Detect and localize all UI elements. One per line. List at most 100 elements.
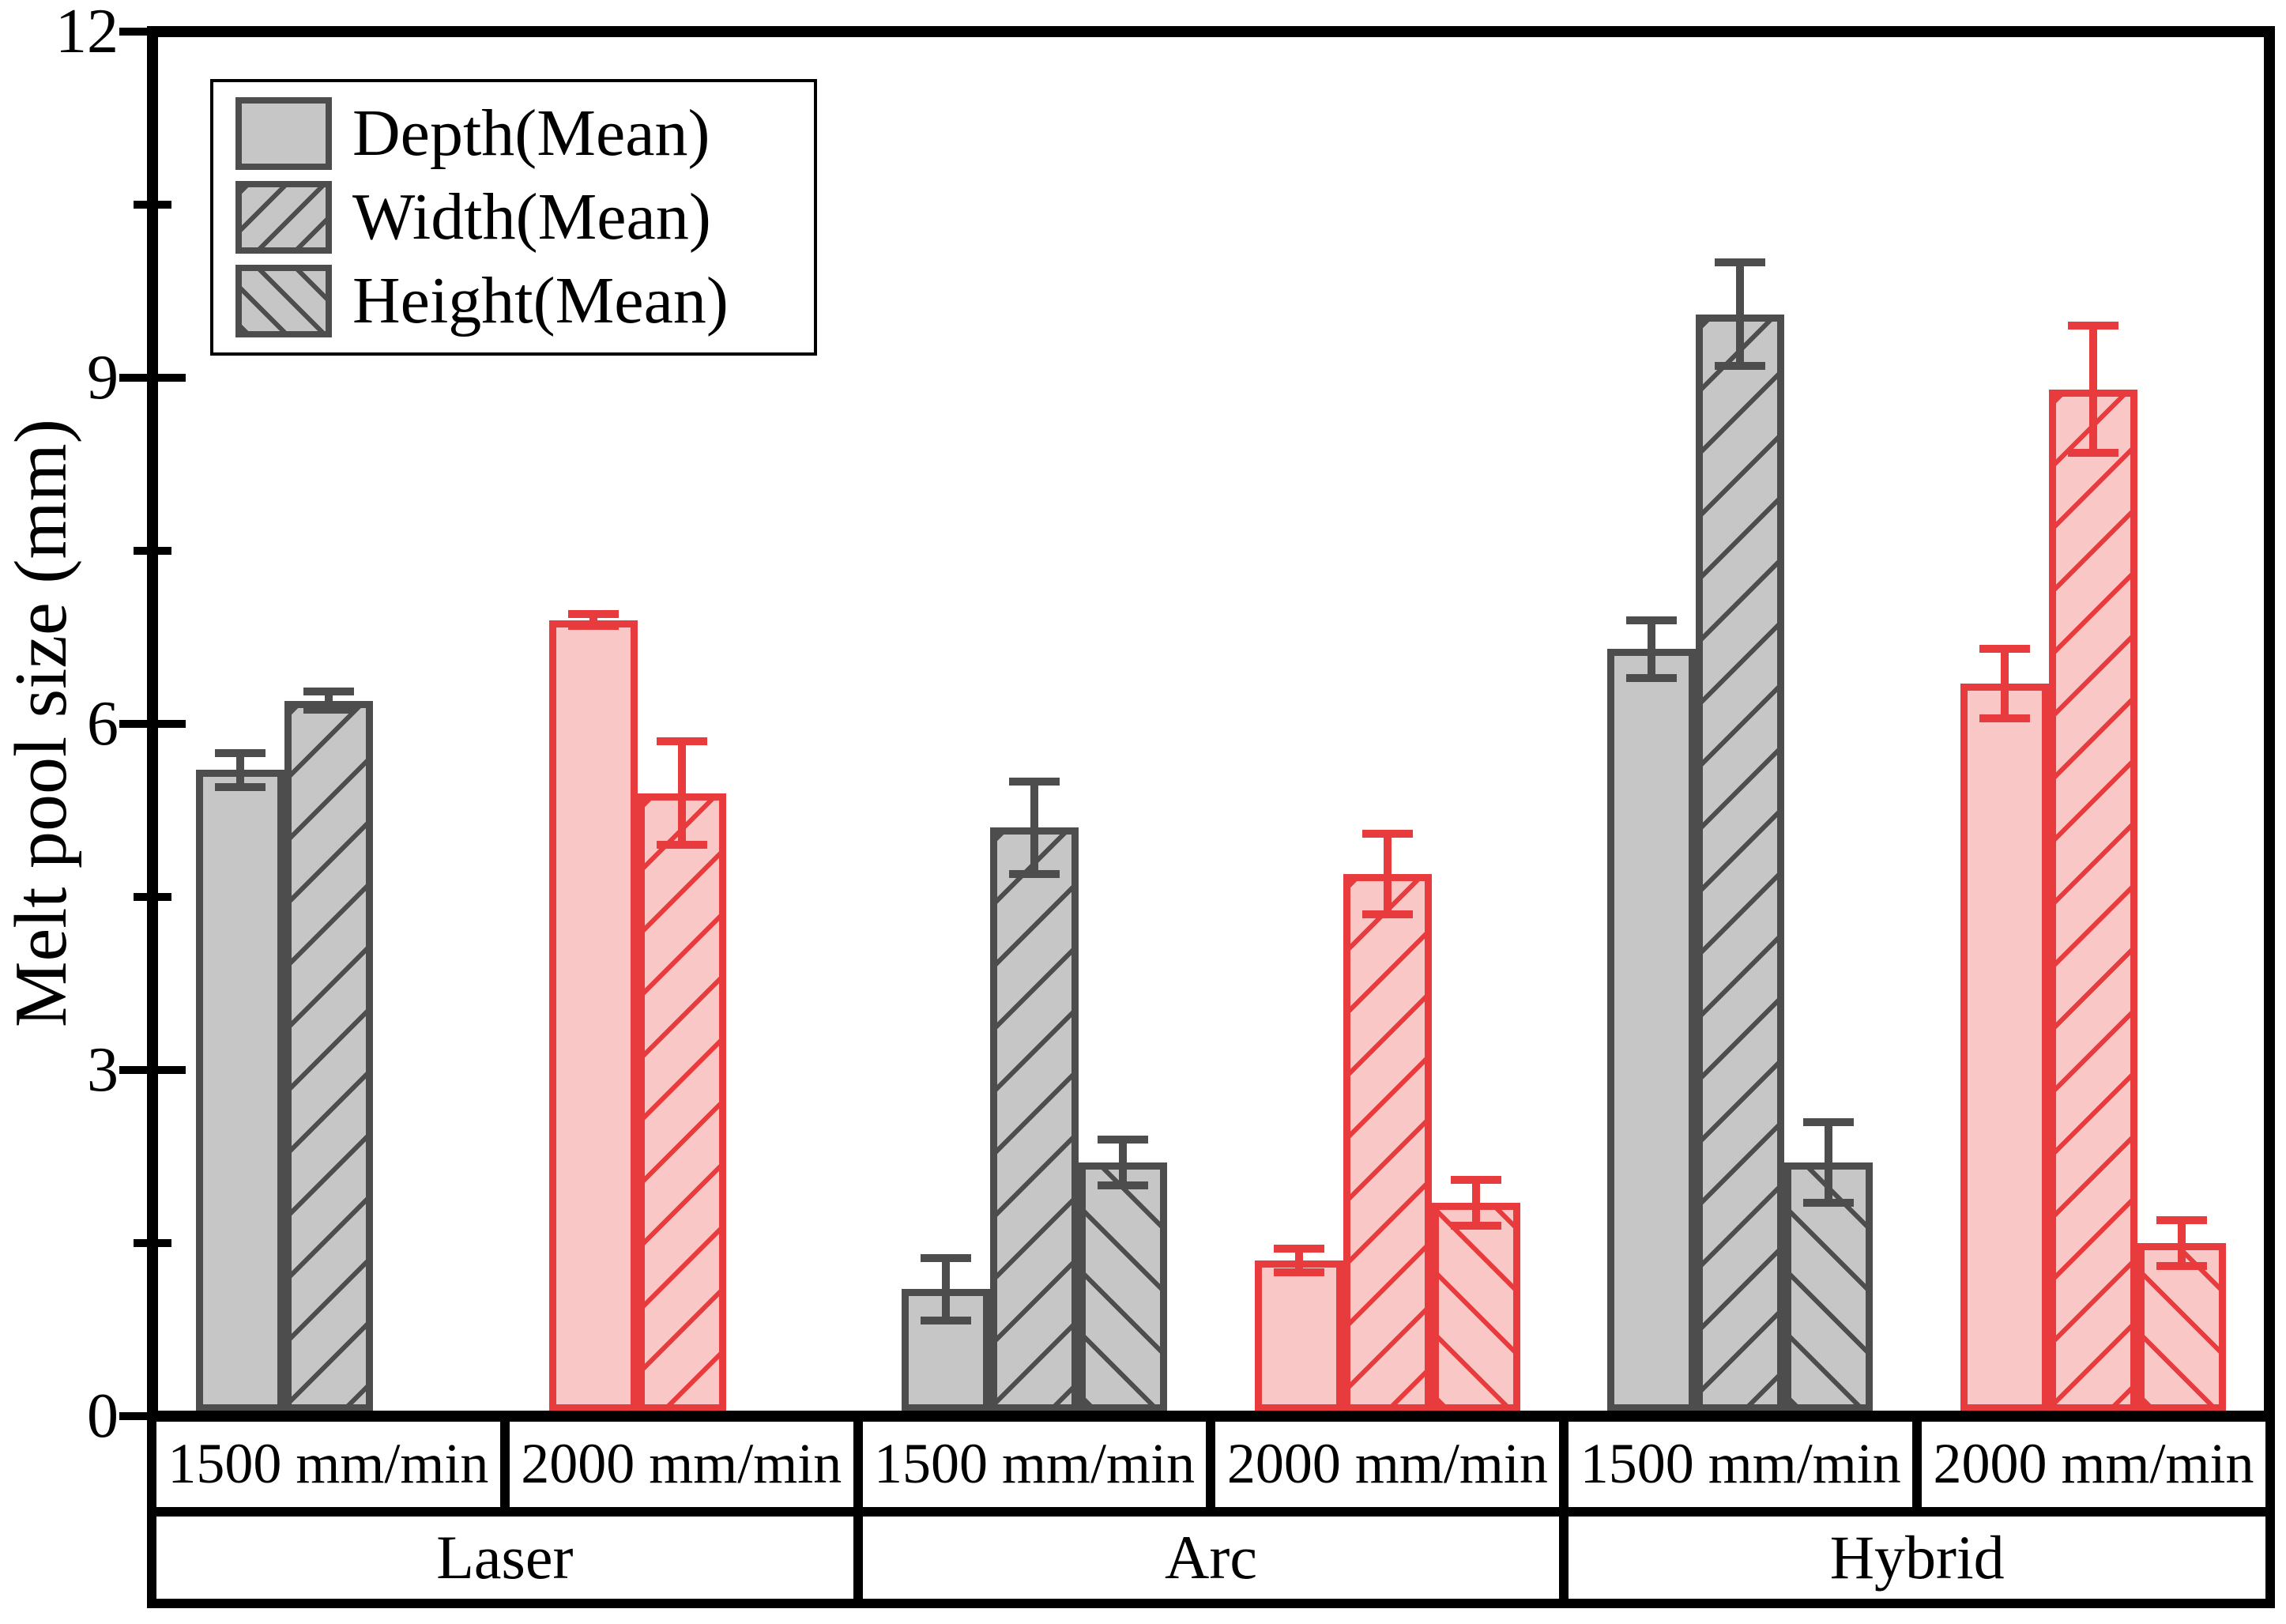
error-bar-cap bbox=[1098, 1135, 1149, 1144]
bar-depth-mean- bbox=[1607, 649, 1697, 1411]
error-bar-cap bbox=[1098, 1181, 1149, 1189]
error-bar-cap bbox=[1009, 778, 1060, 786]
error-bar bbox=[942, 1257, 951, 1321]
error-bar-cap bbox=[1273, 1268, 1324, 1276]
speed-label: 2000 mm/min bbox=[521, 1431, 842, 1495]
error-bar bbox=[2088, 326, 2097, 453]
y-tick-label: 0 bbox=[87, 1381, 119, 1451]
y-major-tick bbox=[119, 28, 186, 36]
error-bar bbox=[1119, 1139, 1128, 1185]
bar-height-mean- bbox=[1079, 1162, 1168, 1411]
error-bar bbox=[236, 752, 245, 788]
error-bar bbox=[2177, 1219, 2186, 1267]
y-tick-label: 3 bbox=[87, 1035, 119, 1105]
error-bar-cap bbox=[567, 610, 619, 619]
y-minor-tick bbox=[134, 201, 171, 209]
error-bar bbox=[589, 614, 597, 626]
legend-item: Width(Mean) bbox=[235, 175, 814, 259]
error-bar-cap bbox=[2156, 1262, 2207, 1271]
speed-cell: 2000 mm/min bbox=[1206, 1420, 1559, 1507]
y-major-tick bbox=[119, 1412, 186, 1420]
bar-depth-mean- bbox=[1254, 1260, 1343, 1411]
speed-cell: 2000 mm/min bbox=[499, 1420, 853, 1507]
error-bar bbox=[1294, 1249, 1303, 1272]
bar-depth-mean- bbox=[548, 620, 638, 1411]
y-minor-tick bbox=[134, 547, 171, 555]
error-bar-cap bbox=[215, 748, 266, 757]
y-minor-tick bbox=[134, 893, 171, 901]
error-bar-cap bbox=[215, 783, 266, 792]
error-bar bbox=[1736, 262, 1745, 367]
error-bar bbox=[1471, 1179, 1480, 1226]
error-bar-cap bbox=[1273, 1245, 1324, 1253]
error-bar-cap bbox=[1803, 1198, 1855, 1207]
speed-label: 1500 mm/min bbox=[874, 1431, 1196, 1495]
y-tick-label: 6 bbox=[87, 689, 119, 759]
y-major-tick bbox=[119, 374, 186, 382]
y-tick-label: 9 bbox=[87, 343, 119, 413]
speed-cell: 1500 mm/min bbox=[853, 1420, 1207, 1507]
legend-swatch-backward-diagonal bbox=[235, 265, 332, 337]
legend: Depth(Mean) Width(Mean) Height(Mean) bbox=[210, 79, 817, 356]
error-bar-cap bbox=[1626, 673, 1678, 682]
legend-label: Depth(Mean) bbox=[352, 96, 710, 170]
error-bar-cap bbox=[1450, 1222, 1501, 1230]
bar-height-mean- bbox=[2137, 1243, 2226, 1411]
bar-width-mean- bbox=[637, 793, 726, 1411]
error-bar bbox=[1383, 833, 1392, 914]
y-minor-tick bbox=[134, 1239, 171, 1247]
error-bar bbox=[325, 691, 333, 710]
error-bar-cap bbox=[2067, 322, 2118, 330]
speed-label: 1500 mm/min bbox=[1580, 1431, 1901, 1495]
error-bar-cap bbox=[1715, 258, 1766, 266]
legend-swatch-solid bbox=[235, 97, 332, 170]
error-bar-cap bbox=[1626, 616, 1678, 624]
speed-label: 2000 mm/min bbox=[1226, 1431, 1548, 1495]
error-bar-cap bbox=[1009, 869, 1060, 878]
y-major-tick bbox=[119, 720, 186, 728]
error-bar-cap bbox=[303, 706, 355, 714]
legend-swatch-forward-diagonal bbox=[235, 181, 332, 254]
error-bar-cap bbox=[1361, 910, 1413, 918]
error-bar bbox=[677, 740, 686, 846]
error-bar-cap bbox=[2156, 1215, 2207, 1224]
process-cell: Laser bbox=[156, 1517, 853, 1599]
bar-width-mean- bbox=[1343, 873, 1432, 1411]
legend-item: Depth(Mean) bbox=[235, 92, 814, 175]
error-bar-cap bbox=[1361, 829, 1413, 838]
error-bar bbox=[2000, 649, 2009, 718]
error-bar-cap bbox=[921, 1253, 972, 1262]
error-bar bbox=[1030, 782, 1039, 874]
bar-height-mean- bbox=[1431, 1202, 1520, 1411]
speed-cell: 2000 mm/min bbox=[1912, 1420, 2265, 1507]
error-bar bbox=[1648, 620, 1656, 678]
error-bar-cap bbox=[2067, 448, 2118, 457]
error-bar-cap bbox=[1450, 1175, 1501, 1184]
error-bar-cap bbox=[1803, 1117, 1855, 1126]
speed-cell: 1500 mm/min bbox=[156, 1420, 500, 1507]
speed-label: 2000 mm/min bbox=[1933, 1431, 2254, 1495]
error-bar-cap bbox=[1979, 645, 2030, 654]
bar-width-mean- bbox=[1696, 314, 1785, 1411]
process-label: Laser bbox=[436, 1523, 574, 1592]
legend-label: Width(Mean) bbox=[352, 180, 711, 254]
bar-depth-mean- bbox=[1960, 683, 2049, 1411]
y-tick-label: 12 bbox=[55, 0, 119, 66]
process-label: Arc bbox=[1165, 1523, 1257, 1592]
error-bar-cap bbox=[656, 841, 707, 850]
error-bar-cap bbox=[303, 688, 355, 696]
process-row: Laser Arc Hybrid bbox=[156, 1517, 2265, 1599]
process-label: Hybrid bbox=[1829, 1523, 2005, 1592]
speed-row: 1500 mm/min 2000 mm/min 1500 mm/min 2000 mm… bbox=[156, 1420, 2265, 1517]
error-bar-cap bbox=[567, 621, 619, 630]
error-bar-cap bbox=[1979, 714, 2030, 722]
legend-item: Height(Mean) bbox=[235, 259, 814, 343]
bar-width-mean- bbox=[284, 700, 374, 1411]
error-bar-cap bbox=[921, 1316, 972, 1324]
x-axis-table: 1500 mm/min 2000 mm/min 1500 mm/min 2000 mm… bbox=[147, 1411, 2275, 1608]
y-major-tick bbox=[119, 1066, 186, 1074]
bar-width-mean- bbox=[2048, 389, 2137, 1411]
bar-depth-mean- bbox=[196, 770, 285, 1411]
bar-width-mean- bbox=[990, 827, 1079, 1411]
